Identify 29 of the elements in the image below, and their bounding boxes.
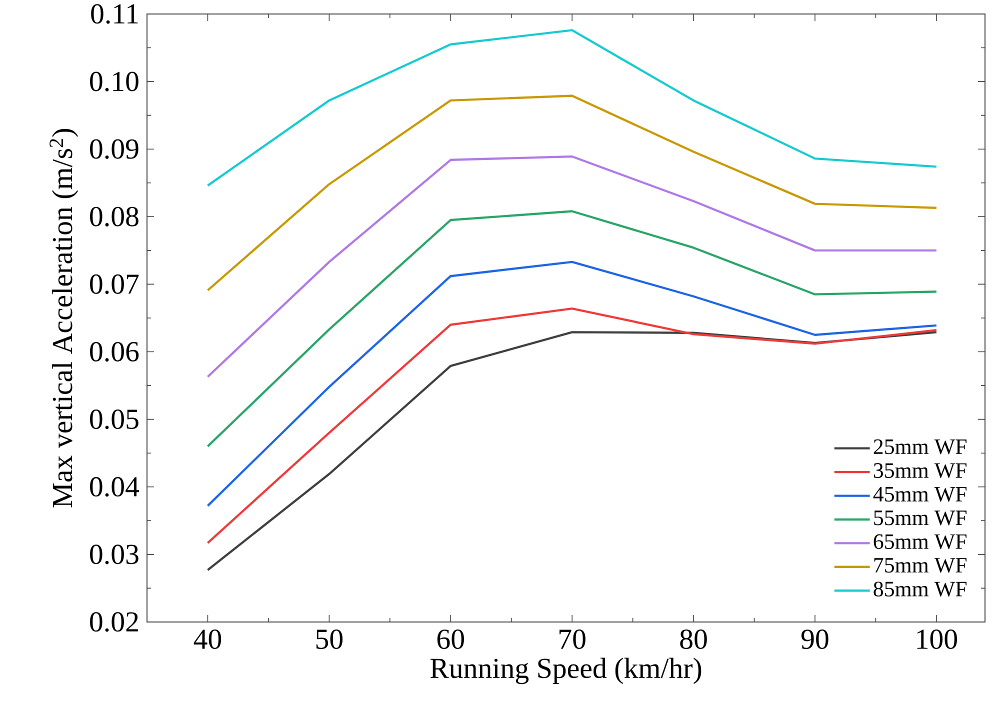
legend-label: 75mm WF	[874, 558, 966, 573]
y-tick-label: 0.03	[90, 544, 138, 564]
y-tick-label: 0.07	[90, 274, 139, 294]
x-tick-label: 60	[437, 629, 464, 649]
legend-label: 55mm WF	[874, 510, 966, 526]
x-tick-label: 70	[560, 629, 586, 649]
y-tick-label: 0.10	[90, 72, 138, 92]
legend-label: 65mm WF	[874, 534, 966, 550]
y-axis-title: Max vertical Acceleration (m/s$^{2}$)	[50, 129, 78, 508]
line-series	[206, 29, 938, 187]
legend-label: 25mm WF	[874, 439, 966, 454]
x-tick-label: 40	[194, 629, 222, 649]
line-series	[206, 155, 938, 378]
y-tick-label: 0.02	[90, 612, 138, 632]
x-tick-label: 90	[801, 629, 828, 649]
y-tick-label: 0.11	[91, 4, 138, 24]
legend-label: 35mm WF	[874, 463, 966, 478]
legend-label: 85mm WF	[874, 582, 966, 597]
y-tick-label: 0.09	[90, 139, 138, 159]
y-tick-label: 0.06	[90, 342, 139, 362]
x-tick-label: 100	[917, 629, 957, 649]
x-tick-label: 50	[316, 629, 343, 649]
y-tick-label: 0.04	[90, 477, 140, 497]
y-tick-label: 0.05	[90, 410, 138, 430]
x-axis-title: Running Speed (km/hr)	[430, 658, 702, 684]
x-tick-label: 80	[680, 629, 707, 649]
y-tick-label: 0.08	[90, 206, 138, 226]
line-series	[206, 94, 938, 292]
legend-label: 45mm WF	[873, 486, 966, 502]
